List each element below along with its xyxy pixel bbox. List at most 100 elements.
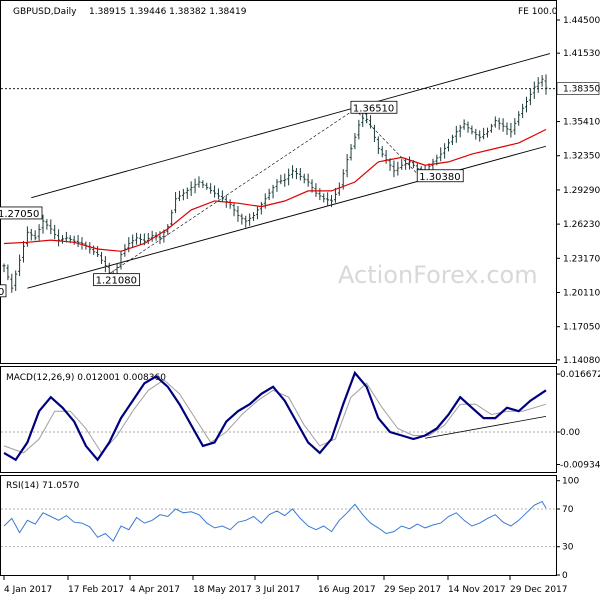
price-bar	[400, 158, 404, 170]
macd-axis-label: 0.016672	[560, 370, 600, 380]
price-bar	[306, 173, 310, 187]
price-label-text: 1.27050	[0, 209, 39, 220]
price-bar	[99, 251, 103, 264]
watermark: ActionForex.com	[338, 261, 538, 289]
price-axis-label: 1.14080	[563, 356, 600, 366]
price-label-box	[350, 100, 398, 114]
price-bar	[177, 190, 181, 202]
price-bar	[131, 234, 135, 248]
time-axis-label: 17 Feb 2017	[68, 585, 124, 595]
rsi-title: RSI(14) 71.0570	[6, 481, 79, 491]
price-bar	[447, 138, 451, 152]
price-bar	[181, 188, 185, 201]
price-bar	[150, 230, 154, 242]
price-bar	[64, 231, 68, 243]
price-label-text: 1.36510	[353, 103, 394, 114]
price-bar	[302, 173, 306, 184]
macd-title: MACD(12,26,9) 0.012001 0.008360	[6, 373, 166, 383]
price-bar	[333, 187, 337, 203]
price-bar	[201, 180, 205, 189]
macd-chart	[1, 370, 556, 462]
projection-line	[354, 109, 422, 178]
price-bar	[189, 181, 193, 197]
price-bar	[330, 195, 334, 208]
price-bar	[322, 193, 326, 203]
time-axis-label: 18 May 2017	[193, 585, 252, 595]
price-bar	[283, 173, 287, 187]
price-bar	[37, 224, 41, 241]
price-bar	[532, 81, 536, 100]
price-bar	[185, 187, 189, 199]
price-bar	[349, 144, 353, 161]
price-bar	[505, 122, 509, 135]
price-bar	[25, 226, 29, 247]
price-bar	[279, 174, 283, 185]
symbol-label: GBPUSD,Daily	[13, 7, 77, 17]
price-bar	[170, 209, 174, 227]
price-bar	[10, 273, 14, 293]
ohlc-readout: 1.38915 1.39446 1.38382 1.38419	[89, 7, 247, 17]
moving-average-line	[3, 128, 547, 252]
time-axis-label: 14 Nov 2017	[448, 585, 506, 595]
axes: 1.44500 1.41530 1.38350 1.35410 1.32350 1.292…	[3, 16, 600, 595]
price-bar	[353, 133, 357, 150]
price-label-box	[0, 206, 43, 220]
time-axis-label: 4 Apr 2017	[130, 585, 180, 595]
price-bar	[458, 124, 462, 138]
price-bar	[57, 229, 61, 247]
price-label-box	[93, 273, 140, 287]
price-bar	[6, 264, 10, 281]
price-bar	[540, 75, 544, 87]
macd-axis-label: 0.00	[560, 428, 580, 438]
price-label-text: 0	[0, 287, 4, 298]
price-bar	[357, 119, 361, 140]
price-bar	[14, 270, 18, 291]
price-bar	[275, 179, 279, 192]
price-bar	[18, 254, 22, 277]
price-bar	[501, 118, 505, 132]
price-bar	[509, 122, 513, 138]
price-bar	[513, 118, 517, 135]
price-bar	[462, 119, 466, 130]
projection-line	[97, 109, 356, 282]
rsi-axis-label: 100	[562, 477, 579, 487]
price-bar	[220, 190, 224, 203]
rsi-chart	[1, 500, 556, 548]
price-bar	[33, 230, 37, 241]
price-axis-label: 1.26230	[563, 220, 600, 230]
price-axis-label: 1.44500	[563, 16, 600, 26]
price-bar	[544, 74, 548, 95]
price-axis-label: 1.35410	[563, 118, 600, 128]
price-bar	[318, 188, 322, 201]
price-bar	[259, 201, 263, 215]
price-axis-label: 1.20110	[563, 288, 600, 298]
price-bar	[49, 219, 53, 235]
price-bar	[119, 250, 123, 270]
price-bar	[376, 136, 380, 154]
price-bar	[408, 156, 412, 170]
price-bar	[41, 214, 45, 234]
price-bar	[244, 215, 248, 228]
price-axis-label: 1.23170	[563, 254, 600, 264]
price-bar	[236, 205, 240, 222]
price-bar	[240, 213, 244, 225]
price-axis-label: 1.32350	[563, 152, 600, 162]
price-bar	[96, 246, 100, 258]
price-bar	[326, 192, 330, 207]
macd-line	[3, 370, 547, 462]
fe-label: FE 100.0	[518, 7, 558, 17]
price-bar	[213, 185, 217, 198]
price-label: 1.36510	[350, 100, 398, 114]
price-bar	[474, 128, 478, 140]
price-bar	[174, 192, 178, 214]
price-bar	[205, 182, 209, 190]
price-chart: 1.27050 1.21080 1.36510 1.30380 0	[0, 53, 556, 298]
price-bar	[517, 111, 521, 126]
price-bar	[493, 116, 497, 128]
price-label-text: 1.30380	[419, 172, 460, 183]
price-bar	[521, 103, 525, 119]
price-bar	[127, 237, 131, 253]
price-bar	[29, 228, 33, 241]
time-axis-label: 16 Aug 2017	[318, 585, 376, 595]
